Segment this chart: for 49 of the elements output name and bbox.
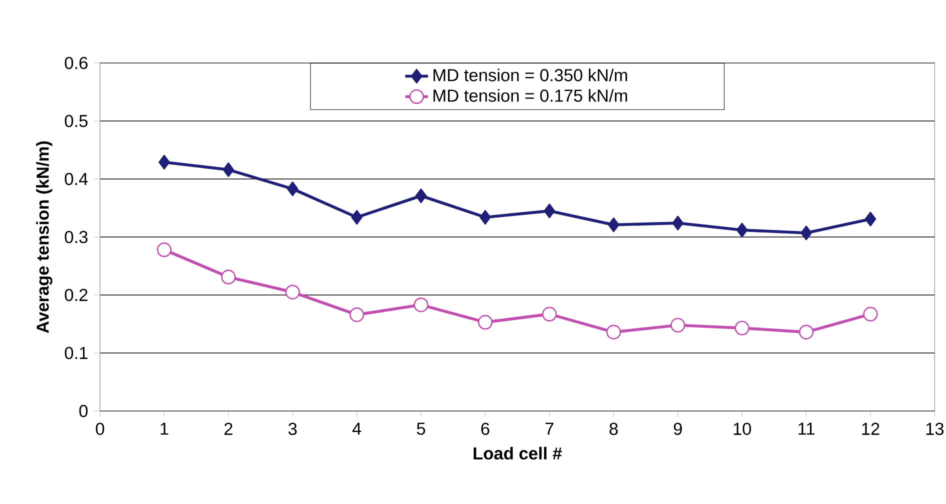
point [480, 210, 491, 225]
x-tick-label: 1 [160, 422, 168, 435]
x-tick-label: 4 [352, 422, 362, 435]
x-tick-label: 0 [96, 422, 104, 436]
point [864, 212, 876, 226]
x-tick-label: 13 [926, 422, 944, 436]
point [736, 222, 748, 238]
y-tick-label: 0.5 [64, 114, 88, 128]
point [158, 154, 170, 170]
x-tick-label: 12 [862, 422, 880, 435]
x-tick-label: 9 [674, 422, 682, 436]
y-tick-label: 0.3 [64, 230, 88, 244]
y-tick-label: 0.4 [64, 172, 88, 186]
y-tick-label: 0.2 [64, 288, 88, 302]
x-axis-title: Load cell # [474, 446, 562, 460]
x-tick-label: 8 [610, 422, 618, 436]
y-tick-label: 0.6 [64, 56, 88, 70]
point [863, 306, 878, 322]
y-tick-label: 0.1 [64, 346, 88, 360]
point [544, 204, 556, 218]
point [798, 324, 814, 340]
point [221, 270, 236, 284]
x-tick-label: 11 [798, 422, 814, 435]
legend-label: MD tension = 0.175 kN/m [434, 89, 628, 102]
point [672, 216, 684, 230]
legend-label: MD tension = 0.350 kN/m [434, 68, 628, 82]
point [478, 314, 493, 330]
y-axis-title: Average tension (kN/m) [36, 141, 52, 334]
point [606, 324, 621, 340]
point [156, 242, 172, 258]
point [734, 320, 750, 336]
point [800, 226, 812, 240]
point [415, 188, 427, 204]
point [670, 318, 686, 332]
x-tick-label: 5 [416, 422, 426, 435]
y-tick-label: 0 [79, 404, 88, 418]
x-tick-label: 6 [481, 422, 490, 436]
x-tick-label: 7 [546, 422, 554, 435]
point [349, 307, 364, 322]
point [608, 217, 620, 232]
point [222, 162, 234, 178]
point [286, 182, 298, 196]
point [285, 284, 300, 300]
point [351, 210, 362, 225]
point [542, 306, 557, 322]
x-tick-label: 3 [288, 422, 297, 436]
x-tick-label: 10 [734, 422, 752, 436]
x-tick-label: 2 [224, 422, 232, 435]
point [414, 298, 428, 312]
